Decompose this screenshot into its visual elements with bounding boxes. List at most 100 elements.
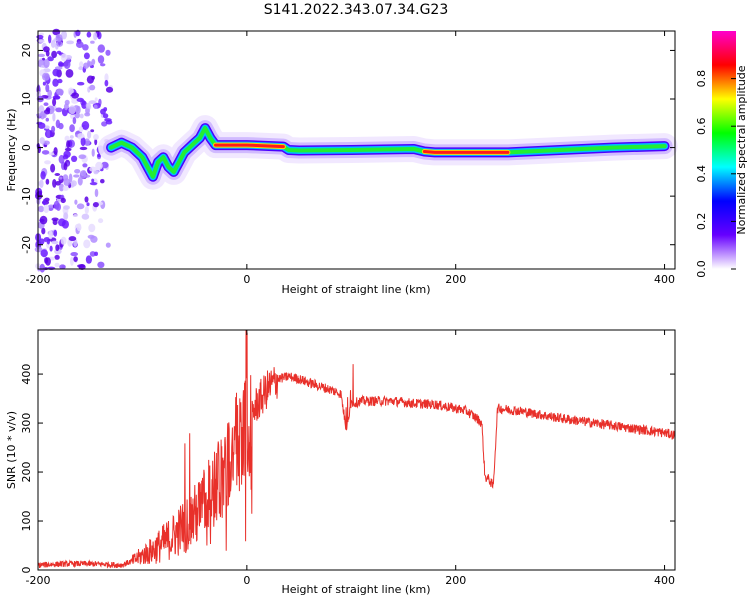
noise-blob	[60, 197, 66, 204]
noise-blob	[80, 137, 86, 147]
ridge-core	[214, 143, 285, 149]
figure-title: S141.2022.343.07.34.G23	[264, 2, 449, 18]
noise-blob	[48, 230, 53, 240]
noise-blob	[72, 117, 77, 125]
noise-blob	[52, 78, 59, 87]
colorbar-tick-label: 0.6	[695, 117, 708, 135]
frequency-ridge	[98, 115, 678, 190]
noise-blob	[54, 173, 61, 176]
y-tick-label: 100	[20, 511, 33, 532]
x-tick-label: 400	[654, 273, 675, 286]
noise-blob	[63, 205, 70, 210]
snr-frame	[37, 329, 676, 571]
noise-blob	[55, 34, 63, 42]
noise-blob	[45, 117, 49, 122]
x-tick-label: 0	[243, 574, 250, 587]
noise-blob	[72, 214, 79, 217]
noise-blob	[79, 113, 84, 119]
noise-blob	[79, 61, 84, 68]
noise-blob	[55, 181, 61, 186]
noise-blob	[79, 146, 88, 151]
noise-blob	[63, 60, 71, 69]
noise-blob	[45, 178, 50, 185]
snr-plot-area	[38, 330, 675, 570]
noise-blob	[86, 202, 90, 207]
noise-blob	[64, 147, 72, 152]
y-tick-label: 0	[20, 144, 33, 151]
noise-blob	[58, 183, 65, 192]
noise-blob	[68, 105, 77, 115]
noise-blob	[85, 102, 91, 109]
noise-blob	[57, 78, 63, 84]
snr-series-line	[37, 329, 676, 569]
noise-blob	[54, 262, 60, 268]
noise-blob	[84, 196, 89, 203]
noise-blob	[45, 257, 51, 266]
x-tick-label: 400	[654, 574, 675, 587]
noise-blob	[104, 79, 109, 87]
noise-blob	[39, 215, 48, 225]
noise-blob	[78, 126, 84, 133]
noise-blob	[100, 108, 106, 115]
noise-blob	[61, 30, 67, 40]
noise-blob	[45, 107, 51, 112]
noise-blob	[66, 40, 74, 45]
noise-blob	[93, 134, 99, 140]
noise-blob	[97, 261, 105, 268]
noise-blob	[97, 44, 106, 53]
noise-blob	[86, 31, 92, 38]
noise-blob	[89, 251, 96, 257]
noise-blob	[93, 32, 98, 41]
noise-blob	[95, 161, 103, 170]
y-tick-label: -10	[20, 187, 33, 205]
noise-blob	[43, 59, 50, 68]
noise-blob	[71, 155, 78, 162]
noise-blob	[91, 148, 95, 157]
noise-blob	[104, 73, 109, 82]
noise-blob	[61, 220, 69, 229]
noise-blob	[90, 40, 95, 44]
noise-blob	[51, 240, 59, 245]
noise-blob	[66, 162, 70, 167]
noise-blob	[43, 102, 49, 106]
noise-blob	[89, 166, 97, 172]
noise-blob	[34, 246, 43, 253]
spectrogram-x-axis-label: Height of straight line (km)	[281, 283, 430, 296]
noise-blob	[46, 129, 51, 138]
noise-blob	[54, 254, 60, 260]
noise-blob	[83, 52, 90, 60]
noise-blob	[52, 28, 61, 36]
noise-blob	[42, 81, 47, 86]
noise-blob	[63, 212, 69, 220]
noise-blob	[51, 125, 56, 133]
noise-blob	[82, 44, 89, 51]
noise-blob	[45, 50, 50, 57]
noise-blob	[55, 119, 61, 129]
noise-blob	[63, 162, 68, 171]
x-tick-label: -200	[26, 574, 51, 587]
colorbar-tick-label: 0.2	[695, 213, 708, 231]
noise-blob	[77, 264, 85, 268]
y-tick-label: 400	[20, 364, 33, 385]
noise-blob	[88, 100, 97, 105]
noise-blob	[83, 62, 89, 69]
noise-blob	[88, 223, 96, 233]
snr-x-axis-label: Height of straight line (km)	[281, 583, 430, 596]
noise-blob	[58, 62, 65, 67]
noise-blob	[69, 124, 75, 133]
noise-blob	[91, 178, 95, 183]
noise-blob	[48, 34, 52, 44]
noise-blob	[70, 180, 77, 187]
noise-blob	[74, 169, 81, 174]
noise-blob	[82, 163, 88, 168]
noise-blob	[68, 173, 73, 183]
noise-blob	[76, 97, 84, 102]
noise-blob	[55, 244, 60, 252]
noise-blob	[97, 153, 101, 158]
noise-blob	[52, 219, 58, 226]
noise-blob	[43, 140, 50, 146]
noise-blob	[78, 154, 87, 159]
